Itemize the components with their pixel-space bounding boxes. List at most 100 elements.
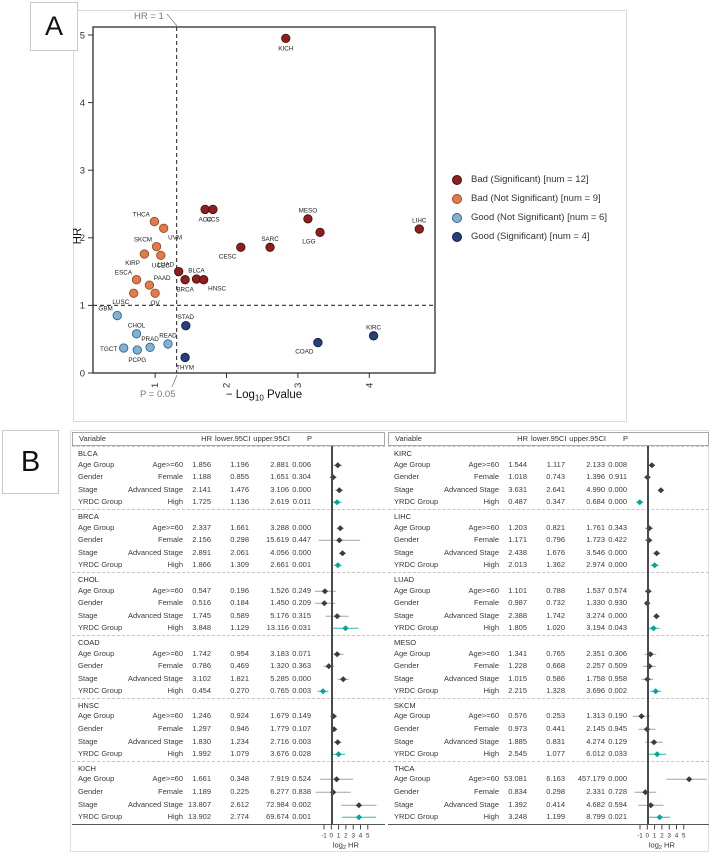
header-upper: upper.95CI xyxy=(253,434,290,443)
header-lower: lower.95CI xyxy=(531,434,567,443)
hr-diamond xyxy=(653,613,660,620)
cell-p: 0.363 xyxy=(292,661,311,671)
cell-hr: 1.392 xyxy=(508,799,527,809)
hr-diamond xyxy=(336,487,343,494)
hr-diamond xyxy=(321,587,329,594)
cell-hr: 2.438 xyxy=(508,547,527,557)
table-row: Stage Advanced Stage 1.885 0.831 4.274 0.129 xyxy=(388,736,709,749)
hr1-pointer xyxy=(166,13,178,27)
cell-variable: Stage xyxy=(78,547,98,557)
cell-hr: 1.189 xyxy=(192,787,211,797)
forest-marker-plot xyxy=(335,487,344,494)
forest-cell xyxy=(630,622,709,635)
cell-level: Advanced Stage xyxy=(127,610,183,620)
forest-cell xyxy=(314,710,385,723)
cell-variable: Age Group xyxy=(78,648,115,658)
cell-hr: 0.973 xyxy=(508,724,527,734)
scatter-point-label: THCA xyxy=(133,212,151,219)
axis-tick-label: 1 xyxy=(653,833,657,840)
cell-upper: 2.661 xyxy=(270,560,289,570)
hr-diamond xyxy=(337,524,344,531)
legend-item: Good (Not Significant) [num = 6] xyxy=(452,208,607,227)
forest-marker-plot xyxy=(638,726,656,733)
legend-item: Bad (Not Significant) [num = 9] xyxy=(452,189,607,208)
cell-variable: YRDC Group xyxy=(394,623,439,633)
forest-marker-plot xyxy=(638,801,664,808)
legend-label: Good (Not Significant) [num = 6] xyxy=(471,212,607,223)
cell-upper: 4.056 xyxy=(270,547,289,557)
scatter-point xyxy=(414,224,424,234)
hr-diamond xyxy=(336,537,343,544)
cell-p: 0.930 xyxy=(608,598,627,608)
cell-level: Advanced Stage xyxy=(127,799,183,809)
scatter-point-label: UCS xyxy=(206,216,219,223)
cell-upper: 72.984 xyxy=(266,799,289,809)
table-row: Age Group Age>=60 1.742 0.954 3.183 0.071 xyxy=(72,648,385,661)
forest-cell xyxy=(630,597,709,610)
cell-hr: 2.545 xyxy=(508,749,527,759)
cell-upper: 13.116 xyxy=(266,623,289,633)
cell-hr: 0.516 xyxy=(192,598,211,608)
table-group-row: MESO xyxy=(388,634,709,648)
cell-variable: Stage xyxy=(78,610,98,620)
cell-p: 0.000 xyxy=(292,673,311,683)
cell-level: Female xyxy=(473,787,499,797)
header-forest-spacer xyxy=(315,433,384,445)
cell-variable: YRDC Group xyxy=(78,812,123,822)
cell-upper: 1.526 xyxy=(270,585,289,595)
cell-upper: 1.779 xyxy=(270,724,289,734)
panel-b-label: B xyxy=(2,430,59,494)
cell-level: Age>=60 xyxy=(468,585,499,595)
x-tick-label: 3 xyxy=(293,383,304,388)
cell-level: Age>=60 xyxy=(468,522,499,532)
hr-diamond xyxy=(653,550,660,557)
cell-level: High xyxy=(167,497,183,507)
cell-variable: YRDC Group xyxy=(394,560,439,570)
table-group-row: COAD xyxy=(72,634,385,648)
log2hr-axis: -1 0 1 2 3 4 5 log2 HR xyxy=(637,825,686,851)
hr-diamond xyxy=(355,814,363,821)
cell-level: Advanced Stage xyxy=(443,799,499,809)
cell-p: 0.002 xyxy=(292,799,311,809)
cell-lower: 0.469 xyxy=(230,661,249,671)
forest-marker-plot xyxy=(338,550,347,557)
cell-hr: 1.725 xyxy=(192,497,211,507)
cell-hr: 1.101 xyxy=(508,585,527,595)
cell-hr: 1.830 xyxy=(192,736,211,746)
cell-hr: 13.807 xyxy=(188,799,211,809)
cell-variable: Gender xyxy=(78,661,104,671)
forest-cell xyxy=(630,559,709,572)
axis-tick-label: 4 xyxy=(675,833,679,840)
forest-marker-plot xyxy=(333,738,342,745)
cell-p: 0.574 xyxy=(608,585,627,595)
table-row: YRDC Group High 2.013 1.362 2.974 0.000 xyxy=(388,559,709,572)
cell-upper: 1.313 xyxy=(586,711,605,721)
table-row: Age Group Age>=60 0.576 0.253 1.313 0.190 xyxy=(388,710,709,723)
forest-marker-plot xyxy=(644,474,651,481)
cell-p: 0.031 xyxy=(292,623,311,633)
scatter-point-label: BRCA xyxy=(176,287,194,294)
cell-level: Age>=60 xyxy=(152,774,183,784)
y-tick-label: 3 xyxy=(80,166,85,177)
cell-lower: 1.476 xyxy=(230,484,249,494)
table-group-row: BRCA xyxy=(72,508,385,522)
forest-cell xyxy=(630,547,709,560)
forest-marker-plot xyxy=(648,461,656,468)
cell-p: 0.000 xyxy=(292,547,311,557)
cell-lower: 1.309 xyxy=(230,560,249,570)
header-lower: lower.95CI xyxy=(215,434,251,443)
cell-upper: 3.106 xyxy=(270,484,289,494)
cell-hr: 1.745 xyxy=(192,610,211,620)
hr1-annotation: HR = 1 xyxy=(134,11,164,22)
cell-hr: 1.228 xyxy=(508,661,527,671)
cell-p: 0.000 xyxy=(608,610,627,620)
cell-variable: YRDC Group xyxy=(394,812,439,822)
hr-pvalue-scatter-plot: 0 1 2 3 4 5 1 2 3 4 HR − Log10 Pvalue HR = 1 P = 0.05… xyxy=(73,11,436,403)
scatter-point xyxy=(181,321,191,331)
table-row: YRDC Group High 1.992 1.079 3.676 0.028 xyxy=(72,748,385,761)
cell-upper: 1.761 xyxy=(586,522,605,532)
cell-level: Advanced Stage xyxy=(127,736,183,746)
cell-lower: 0.668 xyxy=(546,661,565,671)
scatter-point xyxy=(131,275,142,285)
cell-upper: 2.619 xyxy=(270,497,289,507)
